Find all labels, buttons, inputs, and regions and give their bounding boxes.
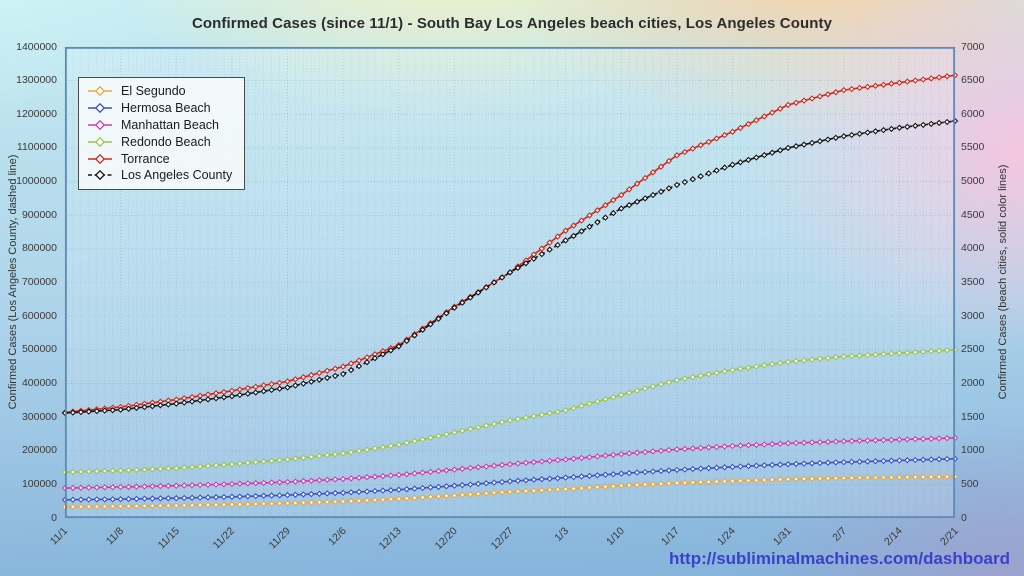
chart-title: Confirmed Cases (since 11/1) - South Bay… xyxy=(191,15,833,32)
right-axis-tick-label: 1500 xyxy=(961,410,985,423)
right-axis-tick-label: 4500 xyxy=(961,208,985,221)
legend-marker-icon xyxy=(88,153,112,164)
right-axis-tick-label: 4000 xyxy=(961,242,985,255)
legend-item-hermosa-beach[interactable]: Hermosa Beach xyxy=(87,100,232,117)
right-axis-tick-label: 3500 xyxy=(961,276,985,288)
left-axis-tick-label: 400000 xyxy=(21,376,57,389)
left-axis-tick-label: 500000 xyxy=(21,343,57,356)
right-axis-tick-label: 5000 xyxy=(961,175,985,188)
right-axis-tick-label: 7000 xyxy=(961,40,985,53)
right-axis-tick-label: 3000 xyxy=(961,309,985,322)
right-axis-title: Confirmed Cases (beach cities, solid col… xyxy=(997,164,1009,400)
right-axis-tick-label: 5500 xyxy=(961,141,985,154)
legend-marker-icon xyxy=(88,119,112,131)
left-axis-tick-label: 900000 xyxy=(21,208,57,221)
legend-marker-icon xyxy=(88,86,112,97)
legend-item-redondo-beach[interactable]: Redondo Beach xyxy=(87,133,232,150)
left-axis-title: Confirmed Cases (Los Angeles County, das… xyxy=(7,154,19,410)
legend-marker-icon xyxy=(88,103,112,114)
legend-marker-icon xyxy=(88,170,112,181)
series-markers-el-segundo xyxy=(61,473,959,511)
legend-item-label: Manhattan Beach xyxy=(121,117,219,132)
left-axis-tick-label: 100000 xyxy=(21,477,57,490)
legend-item-label: Redondo Beach xyxy=(121,134,211,149)
chart-legend: El Segundo Hermosa Beach Manhattan Beach Re… xyxy=(78,77,246,190)
legend-item-el-segundo[interactable]: El Segundo xyxy=(87,83,232,100)
legend-item-label: Hermosa Beach xyxy=(121,101,211,116)
right-axis-tick-label: 2500 xyxy=(961,343,985,356)
left-axis-tick-label: 800000 xyxy=(21,242,57,255)
legend-item-label: Torrance xyxy=(121,151,170,166)
left-axis-tick-label: 300000 xyxy=(21,410,57,423)
dashboard-url-link[interactable]: http://subliminalmachines.com/dashboard xyxy=(669,549,1010,568)
series-markers-hermosa-beach xyxy=(61,455,959,503)
left-axis-tick-label: 0 xyxy=(51,511,57,524)
left-axis-tick-label: 1400000 xyxy=(16,40,57,53)
right-axis-tick-label: 6000 xyxy=(961,107,985,120)
legend-item-manhattan-beach[interactable]: Manhattan Beach xyxy=(87,117,232,134)
right-axis-tick-label: 1000 xyxy=(961,444,985,457)
plot-area xyxy=(61,46,959,519)
left-axis-tick-label: 1000000 xyxy=(16,175,57,188)
legend-item-label: Los Angeles County xyxy=(121,168,233,183)
left-axis-tick-label: 1100000 xyxy=(16,141,57,154)
series-markers-los-angeles-county xyxy=(61,117,959,417)
legend-item-los-angeles-county[interactable]: Los Angeles County xyxy=(87,167,232,184)
left-axis-tick-label: 1300000 xyxy=(16,74,57,87)
right-axis-tick-label: 500 xyxy=(961,477,979,490)
left-axis-tick-label: 1200000 xyxy=(16,107,57,120)
left-axis-tick-label: 200000 xyxy=(21,444,57,457)
legend-item-label: El Segundo xyxy=(121,84,186,99)
series-markers-manhattan-beach xyxy=(61,434,959,492)
right-axis-tick-label: 2000 xyxy=(961,376,985,389)
right-axis-tick-label: 0 xyxy=(961,511,967,524)
left-axis-tick-label: 600000 xyxy=(21,309,57,322)
series-markers-redondo-beach xyxy=(61,346,959,476)
legend-marker-icon xyxy=(88,136,112,147)
series-line-los-angeles-county xyxy=(64,120,956,414)
left-axis-tick-label: 700000 xyxy=(21,276,57,288)
right-axis-tick-label: 6500 xyxy=(961,74,985,87)
legend-item-torrance[interactable]: Torrance xyxy=(87,150,232,167)
